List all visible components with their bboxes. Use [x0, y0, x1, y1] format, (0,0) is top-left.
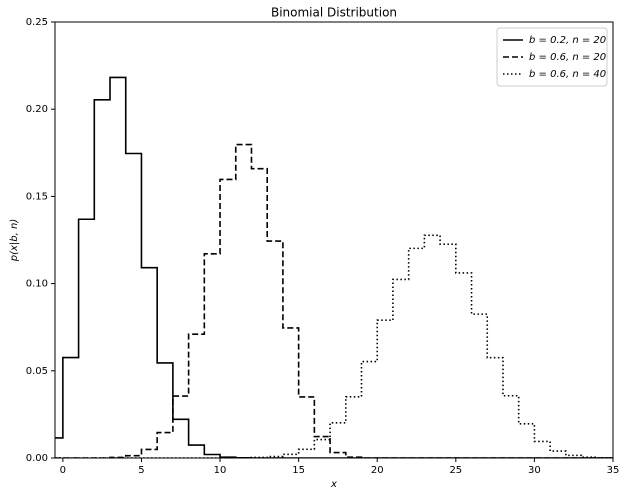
chart-title: Binomial Distribution	[271, 6, 397, 20]
y-tick-label: 0.10	[26, 279, 48, 290]
x-tick-label: 35	[607, 465, 620, 476]
x-tick-label: 20	[371, 465, 384, 476]
x-tick-label: 25	[449, 465, 462, 476]
legend-box	[496, 27, 608, 87]
y-tick-label: 0.25	[26, 17, 48, 28]
x-tick-label: 5	[138, 465, 144, 476]
legend-label: b = 0.6, n = 20	[529, 52, 606, 63]
y-tick-label: 0.15	[26, 191, 48, 202]
x-tick-label: 30	[528, 465, 541, 476]
step-line	[55, 143, 613, 458]
y-tick-label: 0.05	[26, 366, 48, 377]
x-axis-label: x	[330, 479, 337, 490]
x-tick-label: 0	[60, 465, 66, 476]
plot-frame	[54, 21, 614, 459]
x-tick-label: 10	[214, 465, 227, 476]
legend-label: b = 0.6, n = 40	[529, 69, 606, 80]
y-axis-label: p(x|b, n)	[9, 219, 20, 262]
y-tick-label: 0.20	[26, 104, 48, 115]
legend-label: b = 0.2, n = 20	[529, 35, 606, 46]
y-tick-label: 0.00	[26, 453, 48, 464]
x-tick-label: 15	[292, 465, 305, 476]
